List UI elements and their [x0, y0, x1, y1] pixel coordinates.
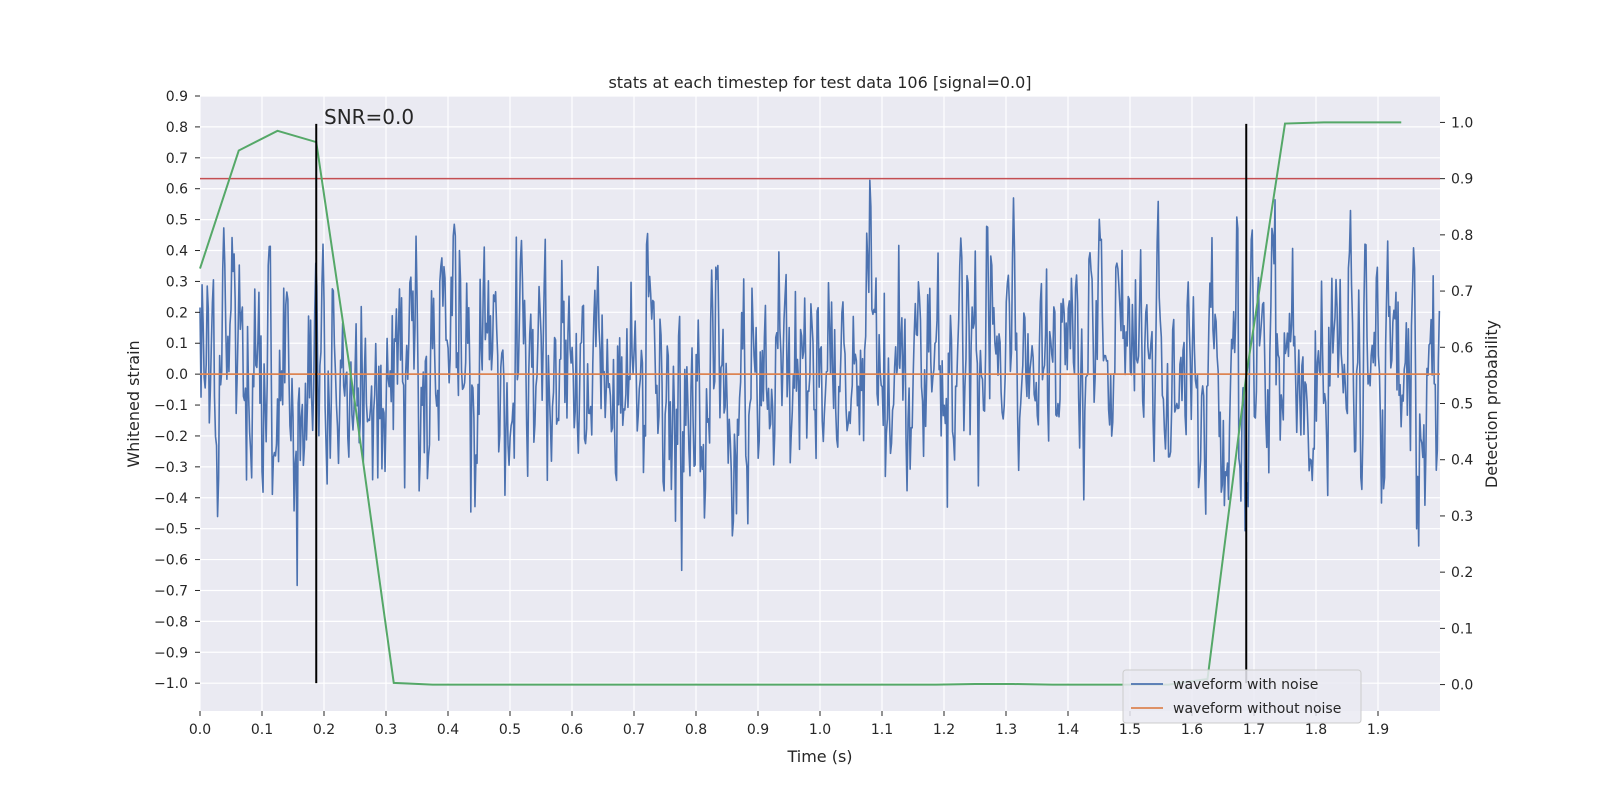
y2-tick-label: 0.5	[1451, 397, 1473, 413]
y-tick-label: −1.0	[154, 676, 188, 692]
y-axis-label: Whitened strain	[124, 340, 143, 467]
snr-annotation: SNR=0.0	[324, 105, 414, 129]
y-tick-label: 0.8	[166, 120, 188, 136]
x-axis-ticks: 0.0 0.1 0.2 0.3 0.4 0.5 0.6 0.7 0.8 0.9 1.0 1.1 1.2 1…	[189, 711, 1389, 738]
y-tick-label: −0.4	[154, 491, 188, 507]
legend-label-clean: waveform without noise	[1173, 701, 1341, 717]
y-tick-label: 0.0	[166, 367, 188, 383]
y2-tick-label: 0.9	[1451, 172, 1473, 188]
y2-tick-label: 0.7	[1451, 284, 1473, 300]
y-tick-label: −0.7	[154, 583, 188, 599]
x-tick-label: 0.9	[747, 722, 769, 738]
y2-tick-label: 0.3	[1451, 509, 1473, 525]
x-tick-label: 0.6	[561, 722, 583, 738]
x-tick-label: 1.5	[1119, 722, 1141, 738]
legend-box	[1122, 669, 1362, 724]
y2-axis-label: Detection probability	[1482, 320, 1501, 488]
x-axis-label: Time (s)	[786, 747, 852, 766]
legend: waveform with noise waveform without noi…	[1122, 669, 1362, 724]
y-tick-label: −0.6	[154, 553, 188, 569]
y2-tick-label: 0.6	[1451, 340, 1473, 356]
x-tick-label: 0.1	[251, 722, 273, 738]
y-tick-label: 0.7	[166, 151, 188, 167]
grid	[199, 95, 1440, 711]
series-layer	[199, 121, 1441, 686]
x-tick-label: 1.2	[933, 722, 955, 738]
x-tick-label: 1.8	[1305, 722, 1327, 738]
y2-tick-label: 1.0	[1451, 115, 1473, 131]
y-tick-label: 0.6	[166, 182, 188, 198]
y-tick-label: 0.5	[166, 213, 188, 229]
y-tick-label: −0.8	[154, 614, 188, 630]
y-tick-label: −0.1	[154, 398, 188, 414]
x-tick-label: 0.4	[437, 722, 459, 738]
y2-tick-label: 0.8	[1451, 228, 1473, 244]
x-tick-label: 1.3	[995, 722, 1017, 738]
chart-title: stats at each timestep for test data 106…	[608, 73, 1031, 92]
x-tick-label: 1.7	[1243, 722, 1265, 738]
series-waveform-with-noise	[199, 179, 1441, 587]
y-tick-label: −0.5	[154, 522, 188, 538]
y-tick-label: 0.3	[166, 274, 188, 290]
y-tick-label: 0.4	[166, 244, 188, 260]
y2-tick-label: 0.2	[1451, 565, 1473, 581]
y2-tick-label: 0.4	[1451, 453, 1473, 469]
x-tick-label: 0.8	[685, 722, 707, 738]
x-tick-label: 0.0	[189, 722, 211, 738]
x-tick-label: 0.3	[375, 722, 397, 738]
y-axis-ticks: 0.9 0.8 0.7 0.6 0.5 0.4 0.3 0.2 0.1 0.0 −0.1 −0.2 −0…	[154, 89, 200, 692]
y-tick-label: 0.9	[166, 89, 188, 105]
y2-tick-label: 0.1	[1451, 621, 1473, 637]
y-tick-label: 0.2	[166, 305, 188, 321]
y2-tick-label: 0.0	[1451, 678, 1473, 694]
x-tick-label: 1.0	[809, 722, 831, 738]
x-tick-label: 1.1	[871, 722, 893, 738]
x-tick-label: 0.5	[499, 722, 521, 738]
y-tick-label: −0.2	[154, 429, 188, 445]
x-tick-label: 1.4	[1057, 722, 1079, 738]
y-tick-label: 0.1	[166, 336, 188, 352]
y-tick-label: −0.3	[154, 460, 188, 476]
x-tick-label: 0.7	[623, 722, 645, 738]
y2-axis-ticks: 1.0 0.9 0.8 0.7 0.6 0.5 0.4 0.3 0.2 0.1 0.0	[1440, 115, 1473, 694]
x-tick-label: 1.9	[1367, 722, 1389, 738]
x-tick-label: 1.6	[1181, 722, 1203, 738]
x-tick-label: 0.2	[313, 722, 335, 738]
legend-label-noise: waveform with noise	[1173, 677, 1318, 693]
y-tick-label: −0.9	[154, 645, 188, 661]
